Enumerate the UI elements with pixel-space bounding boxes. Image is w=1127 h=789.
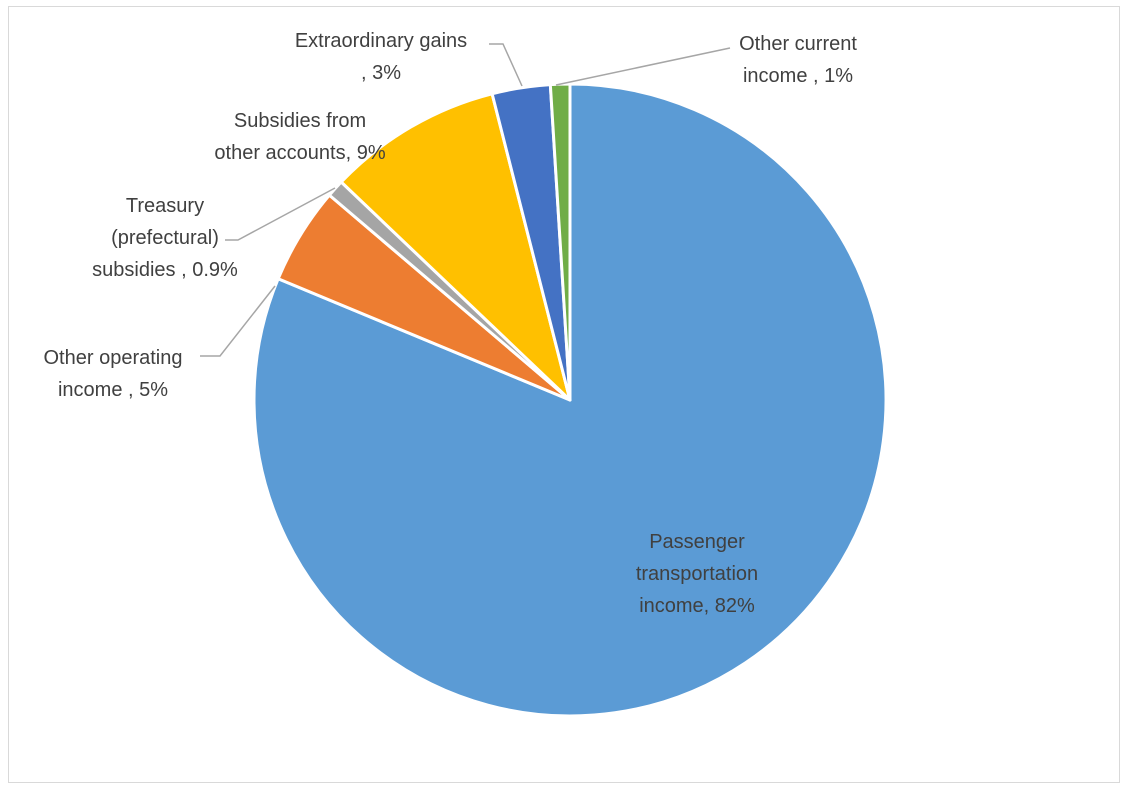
leader-lines <box>200 43 731 357</box>
pie-slices <box>252 82 888 718</box>
data-label-subsidies-from-other-accounts: Subsidies from other accounts, 9% <box>214 110 385 164</box>
leader-line-other-current-income <box>555 47 731 86</box>
slice-labels: Passenger transportation income, 82% Other … <box>44 30 858 617</box>
leader-line-other-operating-income <box>200 285 276 357</box>
slice-subsidies-from-other-accounts <box>339 92 572 402</box>
data-label-other-current-income: Other current income , 1% <box>739 33 857 87</box>
data-label-extraordinary-gains: Extraordinary gains, 3% <box>295 30 467 84</box>
leader-line-treasury-prefectural-subsidies <box>225 187 336 241</box>
data-label-other-operating-income: Other operating income , 5% <box>44 347 183 401</box>
data-label-treasury-prefectural-subsidies: Treasury (prefectural) subsidies , 0.9% <box>92 195 238 281</box>
data-label-passenger-transportation-income: Passenger transportation income, 82% <box>636 531 758 617</box>
leader-line-extraordinary-gains <box>489 43 523 87</box>
